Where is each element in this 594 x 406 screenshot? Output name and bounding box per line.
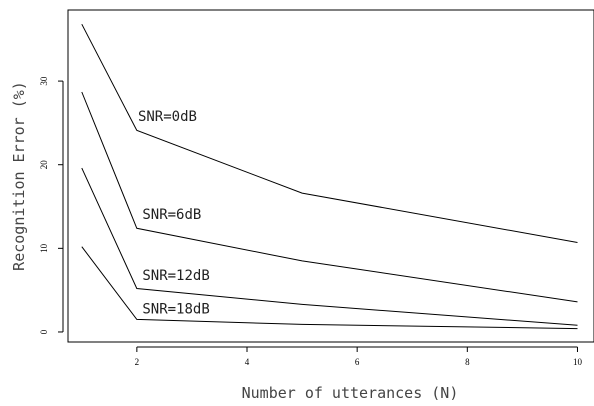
x-axis: 2 4 6 8 10 bbox=[135, 346, 583, 367]
x-tick-label: 2 bbox=[135, 357, 140, 367]
series-layer bbox=[81, 23, 578, 330]
series-line-3 bbox=[81, 167, 578, 326]
plot-frame bbox=[67, 9, 594, 343]
y-tick-label: 20 bbox=[39, 160, 49, 170]
series-annotation: SNR=18dB bbox=[142, 302, 209, 318]
series-annotation: SNR=12dB bbox=[142, 268, 209, 284]
y-axis-title: Recognition Error (%) bbox=[10, 81, 28, 271]
annotation-layer: SNR=0dB SNR=6dB SNR=12dB SNR=18dB bbox=[138, 109, 210, 317]
y-axis: 0 10 20 30 bbox=[39, 76, 64, 334]
series-line-1 bbox=[81, 23, 578, 243]
series-annotation: SNR=0dB bbox=[138, 109, 197, 125]
y-tick-label: 30 bbox=[39, 76, 49, 86]
x-axis-title: Number of utterances (N) bbox=[242, 384, 459, 402]
y-tick-label: 10 bbox=[39, 243, 49, 253]
series-line-4 bbox=[81, 246, 578, 330]
x-tick-label: 4 bbox=[245, 357, 250, 367]
series-line-2 bbox=[81, 91, 578, 303]
x-tick-label: 10 bbox=[573, 357, 583, 367]
series-annotation: SNR=6dB bbox=[142, 207, 201, 223]
x-tick-label: 8 bbox=[465, 357, 470, 367]
y-tick-label: 0 bbox=[39, 329, 49, 334]
x-tick-label: 6 bbox=[355, 357, 360, 367]
